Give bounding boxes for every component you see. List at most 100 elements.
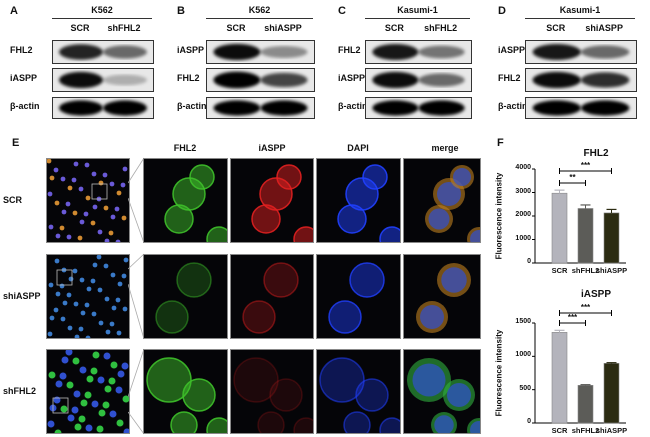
protein-band: [260, 100, 308, 116]
cell: [92, 262, 98, 268]
cell: [60, 405, 68, 413]
cell: [110, 361, 118, 369]
blot-strip: [52, 40, 154, 64]
x-tick-label: shiASPP: [595, 266, 628, 275]
header-divider: [206, 18, 313, 19]
cell: [59, 372, 67, 380]
cell: [233, 357, 279, 403]
blot-strip: [52, 68, 154, 92]
cell: [109, 410, 117, 418]
cell: [108, 230, 114, 236]
cell: [85, 195, 91, 201]
cell: [104, 238, 110, 242]
chart-title: iASPP: [580, 289, 612, 300]
cell: [251, 204, 281, 234]
cell: [84, 162, 90, 168]
cell: [328, 300, 362, 334]
significance-stars: ***: [580, 161, 591, 170]
protein-band: [213, 100, 261, 116]
cell: [83, 211, 89, 217]
cell: [319, 357, 365, 403]
protein-band: [581, 100, 630, 116]
cell: [60, 176, 66, 182]
cell: [122, 166, 128, 172]
x-tick-label: shFHL2: [571, 426, 600, 435]
cell: [78, 186, 84, 192]
nucleus: [428, 208, 450, 230]
x-tick-label: SCR: [551, 426, 568, 435]
cell: [65, 201, 71, 207]
cell: [73, 301, 79, 307]
cell: [90, 220, 96, 226]
cell: [47, 191, 53, 197]
cell: [117, 370, 125, 378]
cell: [103, 205, 109, 211]
cell: [122, 395, 129, 403]
micrograph-fhl2: [143, 158, 228, 243]
blot-row-label: iASPP: [10, 73, 38, 83]
zoom-connector-lines: [128, 348, 145, 435]
lane-label: shFHL2: [424, 23, 458, 33]
cell: [108, 377, 116, 385]
cell: [79, 366, 87, 374]
blot-strip: [365, 97, 472, 119]
cell: [122, 306, 128, 312]
panel-label: E: [12, 137, 20, 149]
blot-strip: [52, 97, 154, 119]
cell: [114, 206, 120, 212]
cell: [78, 415, 86, 423]
cell: [121, 215, 127, 221]
micrograph-merge: [403, 158, 481, 243]
nucleus: [447, 383, 471, 407]
zoom-region-box: [91, 183, 108, 200]
lane-label: shiASPP: [585, 23, 623, 33]
cell: [65, 350, 73, 356]
cell: [109, 181, 115, 187]
cell: [116, 419, 124, 427]
blot-strip: [525, 40, 637, 64]
cell: [263, 262, 299, 298]
nucleus: [441, 267, 467, 293]
protein-band: [103, 45, 147, 59]
cell: [104, 385, 112, 393]
protein-band: [59, 44, 103, 60]
cell: [120, 182, 126, 188]
nucleus: [470, 230, 480, 242]
cell: [96, 255, 102, 260]
cell: [84, 391, 92, 399]
cell: [61, 356, 69, 364]
nucleus: [453, 168, 471, 186]
cell: [110, 214, 116, 220]
protein-band: [372, 44, 419, 60]
y-tick-label: 1000: [515, 234, 531, 242]
micrograph-dapi: [316, 158, 401, 243]
cell: [91, 311, 97, 317]
cell: [48, 371, 56, 379]
y-tick-label: 1000: [515, 351, 531, 359]
cell: [96, 425, 104, 433]
lane-label: SCR: [70, 23, 90, 33]
cell: [72, 357, 80, 365]
y-tick-label: 500: [519, 384, 531, 392]
blot-row-label: iASPP: [177, 45, 205, 55]
nucleus: [470, 421, 480, 433]
cell: [362, 164, 388, 190]
cell: [74, 334, 80, 338]
bar-shiaspp: [603, 363, 620, 424]
cell: [116, 330, 122, 336]
cell: [111, 305, 117, 311]
cell: [67, 185, 73, 191]
cell: [80, 310, 86, 316]
cell: [54, 258, 60, 264]
header-divider: [525, 18, 635, 19]
micrograph-iaspp: [230, 349, 314, 434]
y-tick-label: 4000: [515, 164, 531, 171]
blot-row-label: iASPP: [338, 73, 366, 83]
cell: [49, 175, 55, 181]
micrograph-merge: [403, 254, 481, 339]
cell: [54, 200, 60, 206]
cell: [97, 287, 103, 293]
channel-header: merge: [431, 143, 459, 153]
protein-band: [59, 100, 103, 116]
